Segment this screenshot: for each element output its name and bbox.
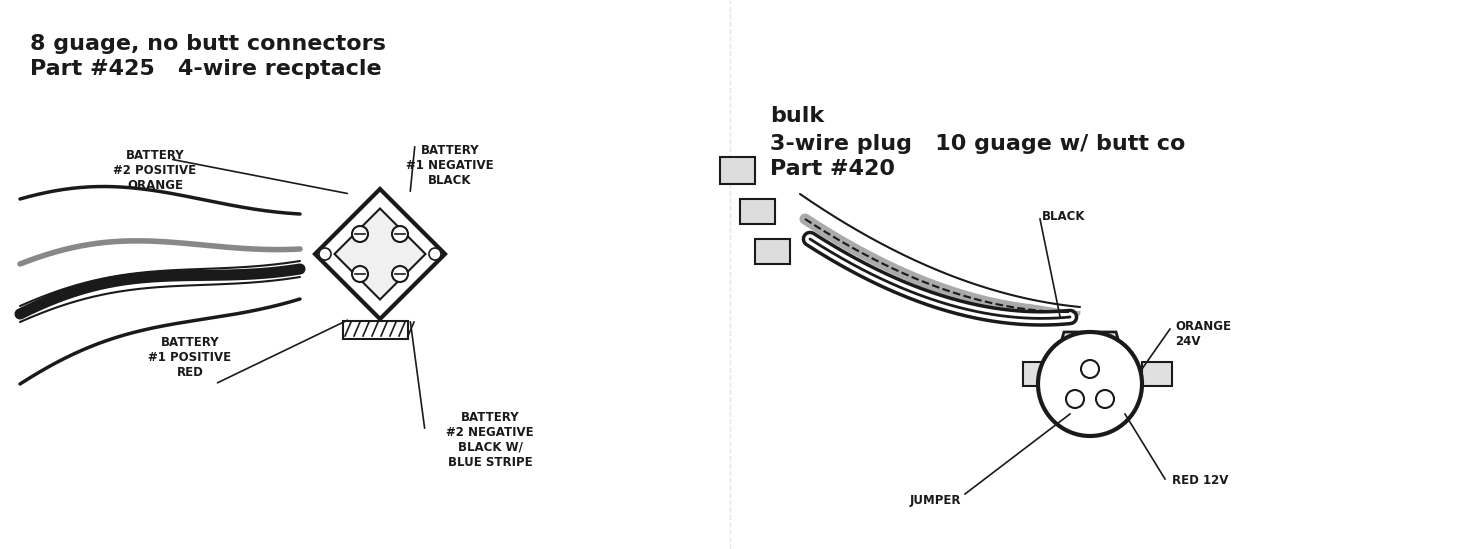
Bar [1023, 362, 1053, 386]
Polygon shape [315, 189, 445, 319]
Bar [755, 239, 790, 264]
Circle shape [353, 266, 369, 282]
Polygon shape [335, 209, 426, 300]
Bar [342, 321, 408, 339]
Bar [740, 199, 775, 224]
Text: BATTERY
#1 NEGATIVE
BLACK: BATTERY #1 NEGATIVE BLACK [407, 144, 494, 187]
Circle shape [319, 248, 331, 260]
Text: 8 guage, no butt connectors: 8 guage, no butt connectors [31, 34, 386, 54]
Text: BATTERY
#2 NEGATIVE
BLACK W/
BLUE STRIPE: BATTERY #2 NEGATIVE BLACK W/ BLUE STRIPE [446, 411, 534, 469]
Polygon shape [1053, 332, 1127, 368]
Text: 3-wire plug   10 guage w/ butt co: 3-wire plug 10 guage w/ butt co [770, 134, 1185, 154]
Bar [1143, 362, 1172, 386]
Text: Part #425   4-wire recptacle: Part #425 4-wire recptacle [31, 59, 382, 79]
Text: bulk: bulk [770, 106, 824, 126]
Circle shape [392, 226, 408, 242]
Circle shape [429, 248, 440, 260]
Text: Part #420: Part #420 [770, 159, 895, 179]
Circle shape [1067, 390, 1084, 408]
Text: JUMPER: JUMPER [909, 494, 961, 507]
Circle shape [353, 226, 369, 242]
Circle shape [1039, 332, 1143, 436]
Text: BLACK: BLACK [1042, 210, 1086, 222]
Circle shape [1081, 360, 1099, 378]
Circle shape [392, 266, 408, 282]
Circle shape [1096, 390, 1113, 408]
Text: BATTERY
#2 POSITIVE
ORANGE: BATTERY #2 POSITIVE ORANGE [114, 149, 196, 192]
Text: BATTERY
#1 POSITIVE
RED: BATTERY #1 POSITIVE RED [148, 336, 231, 379]
Bar [720, 157, 755, 184]
Text: RED 12V: RED 12V [1172, 474, 1229, 487]
Text: ORANGE
24V: ORANGE 24V [1175, 320, 1230, 348]
